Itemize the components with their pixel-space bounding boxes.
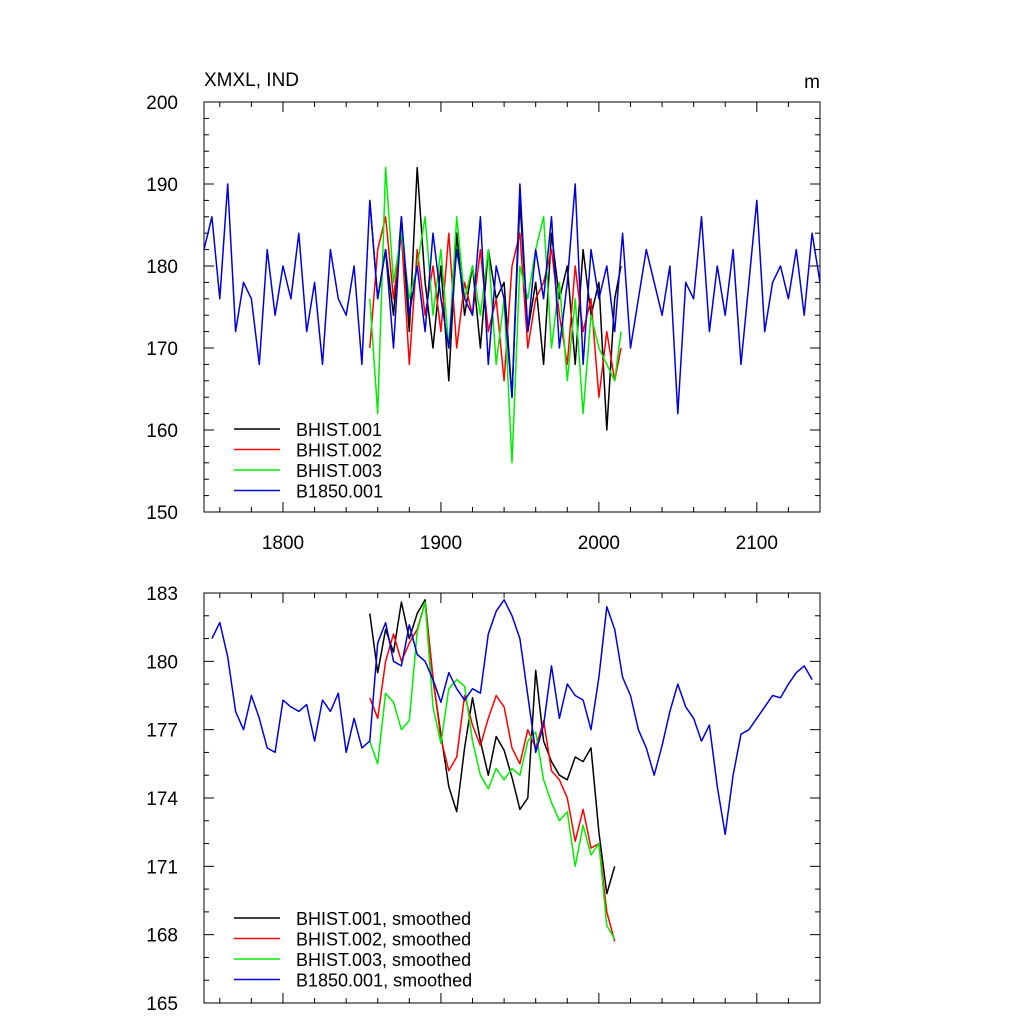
x-tick-label: 2100 (736, 533, 778, 554)
units-label: m (804, 72, 820, 93)
series-group (211, 599, 813, 942)
y-tick-label: 200 (146, 93, 178, 114)
y-tick-label: 183 (146, 584, 178, 605)
series-line-bhist-001-smoothed (369, 599, 616, 895)
chart-title: XMXL, IND (204, 70, 299, 91)
series-line-bhist-003-smoothed (369, 601, 616, 940)
legend-label: BHIST.002 (296, 441, 382, 461)
legend-label: BHIST.001, smoothed (296, 909, 471, 929)
legend-label: BHIST.001 (296, 420, 382, 440)
y-tick-label: 177 (146, 721, 178, 742)
plot-frame (203, 101, 821, 513)
x-tick-label: 2000 (578, 533, 620, 554)
legend-label: BHIST.003 (296, 461, 382, 481)
x-tick-label: 1800 (262, 533, 304, 554)
y-tick-label: 150 (146, 503, 178, 524)
y-tick-label: 168 (146, 926, 178, 947)
series-line-bhist-003 (369, 166, 622, 464)
series-group (204, 166, 820, 464)
legend-label: B1850.001 (296, 482, 383, 502)
bottom-panel: 165 168 171 174 177 180 183 BHIST.001, smoothed… (146, 584, 821, 1015)
y-tick-label: 160 (146, 421, 178, 442)
y-tick-label: 190 (146, 175, 178, 196)
legend-label: BHIST.003, smoothed (296, 950, 471, 970)
y-tick-label: 170 (146, 339, 178, 360)
y-tick-label: 180 (146, 652, 178, 673)
x-tick-label: 1900 (420, 533, 462, 554)
legend-label: B1850.001, smoothed (296, 971, 472, 991)
series-line-bhist-002-smoothed (369, 601, 616, 942)
top-panel: 1800 1900 2000 2100 150 160 170 180 190 200 BHIST.… (146, 70, 821, 554)
y-tick-label: 165 (146, 994, 178, 1015)
series-line-b1850-001-smoothed (211, 599, 813, 836)
legend-label: BHIST.002, smoothed (296, 930, 471, 950)
y-tick-label: 174 (146, 789, 178, 810)
y-tick-label: 171 (146, 857, 178, 878)
y-tick-label: 180 (146, 257, 178, 278)
series-line-b1850-001 (204, 183, 820, 415)
